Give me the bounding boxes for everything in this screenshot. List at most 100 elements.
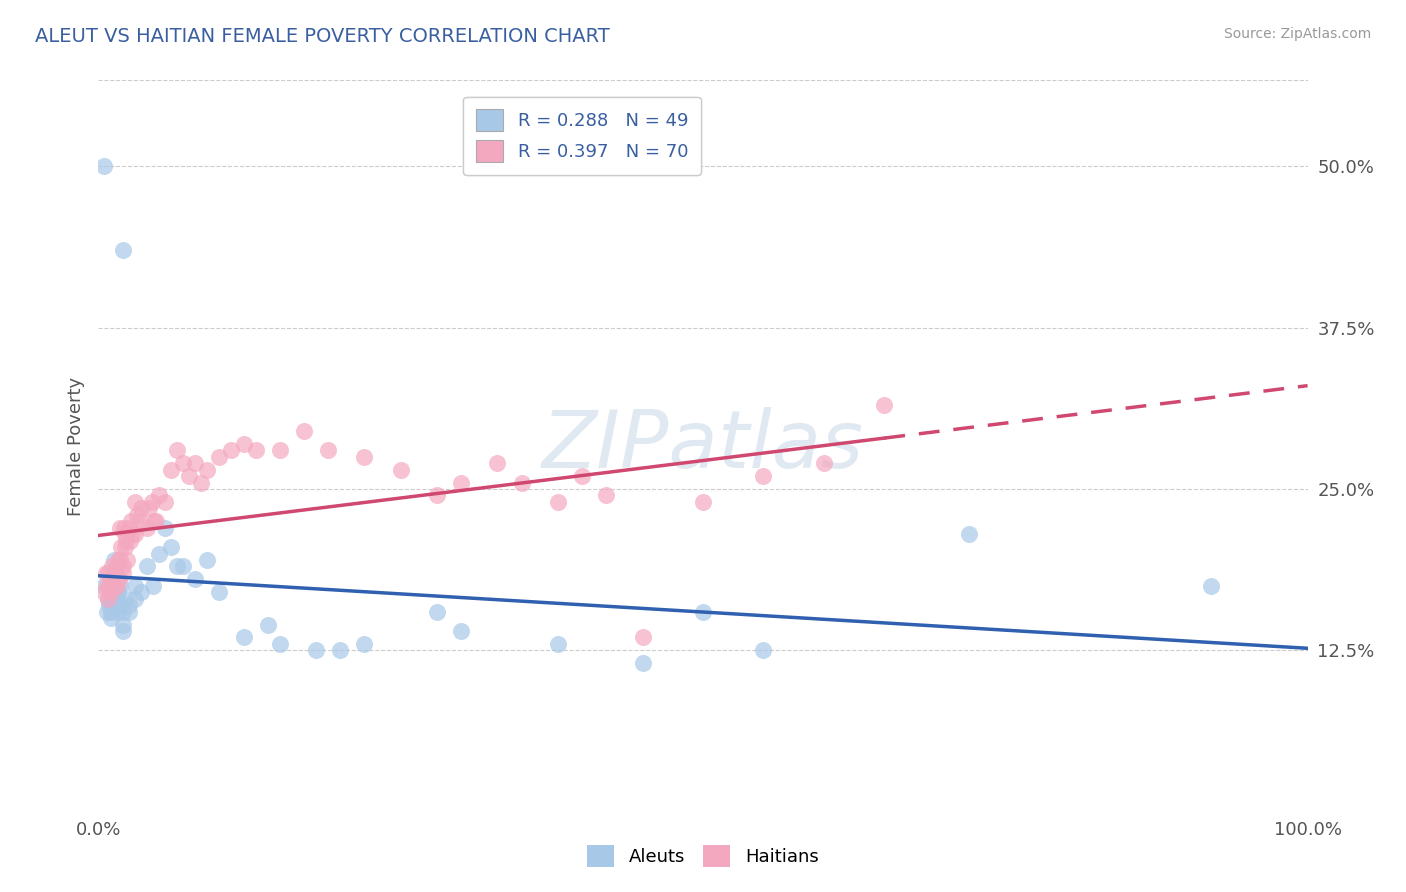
Point	[100, 573, 122, 587]
Point	[195, 463, 218, 477]
Point	[269, 443, 291, 458]
Point	[141, 495, 163, 509]
Point	[107, 553, 129, 567]
Point	[118, 533, 141, 548]
Point	[153, 521, 176, 535]
Point	[571, 469, 593, 483]
Point	[232, 631, 254, 645]
Point	[107, 585, 129, 599]
Point	[631, 657, 654, 671]
Point	[179, 469, 201, 483]
Point	[129, 501, 152, 516]
Point	[97, 591, 120, 606]
Point	[510, 475, 533, 490]
Point	[221, 443, 243, 458]
Point	[256, 617, 278, 632]
Point	[486, 456, 509, 470]
Point	[96, 605, 118, 619]
Point	[114, 591, 136, 606]
Point	[100, 611, 122, 625]
Text: Source: ZipAtlas.com: Source: ZipAtlas.com	[1223, 27, 1371, 41]
Point	[752, 469, 775, 483]
Point	[184, 573, 207, 587]
Point	[114, 540, 136, 554]
Point	[692, 495, 714, 509]
Point	[108, 521, 131, 535]
Point	[142, 579, 165, 593]
Legend: R = 0.288   N = 49, R = 0.397   N = 70: R = 0.288 N = 49, R = 0.397 N = 70	[464, 96, 700, 175]
Point	[100, 605, 122, 619]
Point	[143, 514, 166, 528]
Point	[631, 631, 654, 645]
Point	[353, 450, 375, 464]
Point	[547, 495, 569, 509]
Point	[118, 598, 141, 612]
Point	[100, 585, 122, 599]
Point	[166, 443, 188, 458]
Point	[124, 495, 146, 509]
Point	[1199, 579, 1222, 593]
Point	[208, 585, 231, 599]
Point	[292, 424, 315, 438]
Point	[108, 579, 131, 593]
Point	[172, 456, 194, 470]
Point	[190, 475, 212, 490]
Point	[111, 566, 134, 580]
Point	[127, 508, 149, 522]
Point	[873, 398, 896, 412]
Point	[114, 527, 136, 541]
Point	[124, 579, 146, 593]
Point	[120, 514, 142, 528]
Point	[172, 559, 194, 574]
Point	[112, 521, 135, 535]
Point	[957, 527, 980, 541]
Point	[813, 456, 835, 470]
Point	[184, 456, 207, 470]
Point	[208, 450, 231, 464]
Point	[101, 573, 124, 587]
Point	[115, 533, 138, 548]
Point	[138, 501, 160, 516]
Point	[101, 573, 124, 587]
Point	[108, 573, 131, 587]
Point	[124, 527, 146, 541]
Point	[103, 579, 125, 593]
Legend: Aleuts, Haitians: Aleuts, Haitians	[581, 838, 825, 874]
Point	[117, 553, 139, 567]
Point	[316, 443, 339, 458]
Point	[105, 559, 128, 574]
Point	[98, 598, 121, 612]
Point	[105, 591, 128, 606]
Point	[98, 579, 121, 593]
Point	[124, 591, 146, 606]
Point	[426, 605, 449, 619]
Point	[111, 605, 134, 619]
Point	[93, 585, 115, 599]
Point	[752, 643, 775, 657]
Point	[111, 617, 134, 632]
Y-axis label: Female Poverty: Female Poverty	[66, 376, 84, 516]
Point	[148, 488, 170, 502]
Point	[547, 637, 569, 651]
Point	[105, 605, 128, 619]
Point	[135, 521, 157, 535]
Point	[93, 579, 115, 593]
Point	[129, 585, 152, 599]
Point	[135, 559, 157, 574]
Point	[245, 443, 267, 458]
Point	[269, 637, 291, 651]
Point	[450, 624, 472, 638]
Point	[232, 437, 254, 451]
Point	[104, 566, 127, 580]
Text: ZIPatlas: ZIPatlas	[541, 407, 865, 485]
Point	[160, 540, 183, 554]
Point	[93, 160, 115, 174]
Point	[195, 553, 218, 567]
Text: ALEUT VS HAITIAN FEMALE POVERTY CORRELATION CHART: ALEUT VS HAITIAN FEMALE POVERTY CORRELAT…	[35, 27, 610, 45]
Point	[118, 521, 141, 535]
Point	[118, 605, 141, 619]
Point	[100, 585, 122, 599]
Point	[108, 598, 131, 612]
Point	[111, 624, 134, 638]
Point	[97, 566, 120, 580]
